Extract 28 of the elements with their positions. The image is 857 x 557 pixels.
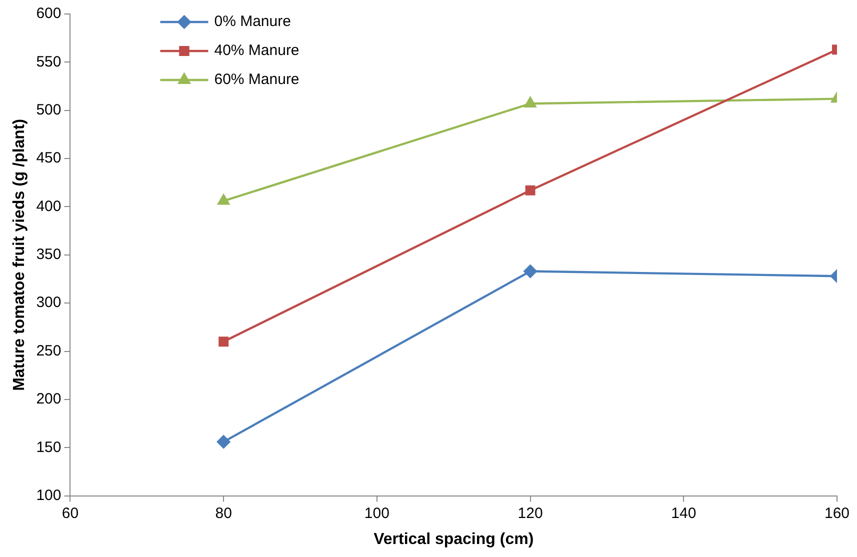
y-tick-label: 600 [36, 5, 62, 22]
y-tick-label: 450 [36, 150, 62, 167]
y-axis-title: Mature tomatoe fruit yieds (g /plant) [11, 118, 28, 391]
x-tick-label: 160 [824, 504, 850, 522]
point [524, 97, 536, 108]
y-tick-label: 300 [36, 294, 62, 312]
y-tick-label: 250 [36, 342, 62, 360]
y-tick-label: 500 [36, 102, 62, 118]
y-tick-label: 400 [36, 198, 62, 215]
point [218, 336, 229, 347]
y-tick-label: 200 [36, 390, 62, 408]
x-tick-label: 60 [62, 504, 79, 522]
point [218, 194, 230, 205]
x-tick-label: 120 [518, 504, 543, 522]
legend-label: 0% Manure [214, 13, 291, 30]
y-tick-label: 150 [36, 438, 62, 456]
legend-label: 40% Manure [214, 42, 300, 60]
x-axis-title: Vertical spacing (cm) [374, 530, 534, 548]
y-tick-label: 350 [36, 246, 62, 264]
point [524, 264, 537, 278]
y-tick-label: 550 [36, 53, 62, 70]
x-tick-label: 140 [671, 504, 696, 522]
legend-label: 60% Manure [214, 71, 300, 88]
point [525, 185, 536, 196]
y-tick-label: 100 [36, 486, 62, 504]
x-tick-label: 100 [364, 504, 390, 522]
x-tick-label: 80 [215, 504, 232, 522]
point [216, 435, 230, 448]
